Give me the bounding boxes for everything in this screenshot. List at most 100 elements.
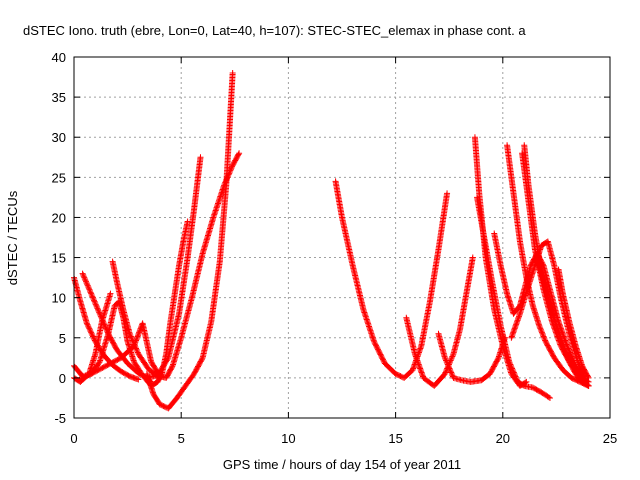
data-point: [108, 360, 115, 367]
data-point: [79, 270, 86, 277]
data-point: [127, 332, 134, 339]
data-point: [83, 320, 90, 327]
data-point: [133, 337, 140, 344]
y-tick-label: 15: [52, 251, 66, 266]
data-point: [89, 370, 96, 377]
y-axis-label: dSTEC / TECUs: [5, 190, 20, 285]
data-arc: [555, 266, 592, 381]
data-point: [523, 378, 530, 385]
data-point: [198, 356, 205, 363]
data-point: [374, 345, 381, 352]
data-point: [134, 348, 141, 355]
data-point: [540, 333, 547, 340]
data-point: [445, 364, 452, 371]
data-point: [537, 326, 544, 333]
x-tick-label: 25: [603, 431, 617, 446]
data-point: [584, 373, 591, 380]
data-point: [128, 334, 135, 341]
data-point: [77, 376, 84, 383]
data-point: [132, 340, 139, 347]
data-point: [236, 150, 243, 157]
data-point: [79, 375, 86, 382]
data-point: [158, 372, 165, 379]
data-point: [378, 354, 385, 361]
data-point: [80, 374, 87, 381]
data-point: [88, 330, 95, 337]
data-point: [444, 361, 451, 368]
data-point: [99, 364, 106, 371]
y-tick-label: 0: [59, 371, 66, 386]
data-point: [585, 374, 592, 381]
data-point: [197, 154, 204, 161]
data-point: [94, 367, 101, 374]
data-point: [93, 302, 100, 309]
data-point: [511, 372, 518, 379]
data-point: [131, 342, 138, 349]
data-point: [83, 278, 90, 285]
data-point: [127, 333, 134, 340]
data-point: [134, 349, 141, 356]
data-point: [95, 366, 102, 373]
data-point: [84, 321, 91, 328]
data-point: [88, 291, 95, 298]
data-point: [538, 328, 545, 335]
data-point: [235, 151, 242, 158]
x-tick-label: 5: [178, 431, 185, 446]
y-tick-label: 35: [52, 90, 66, 105]
x-tick-label: 15: [388, 431, 402, 446]
data-point: [86, 286, 93, 293]
data-point: [375, 347, 382, 354]
data-point: [445, 362, 452, 369]
data-point: [90, 369, 97, 376]
data-point: [379, 356, 386, 363]
data-point: [541, 336, 548, 343]
y-tick-label: 20: [52, 210, 66, 225]
data-point: [494, 356, 501, 363]
x-axis-label: GPS time / hours of day 154 of year 2011: [223, 457, 461, 472]
data-point: [89, 332, 96, 339]
data-point: [448, 354, 455, 361]
data-point: [87, 287, 94, 294]
data-point: [377, 351, 384, 358]
data-point: [520, 382, 527, 389]
data-point: [541, 334, 548, 341]
data-point: [512, 373, 519, 380]
data-point: [90, 334, 97, 341]
data-arc: [143, 70, 236, 412]
y-tick-label: -5: [54, 411, 66, 426]
data-point: [131, 341, 138, 348]
data-point: [507, 361, 514, 368]
data-point: [80, 271, 87, 278]
data-point: [80, 273, 87, 280]
data-point: [168, 364, 175, 371]
data-point: [506, 360, 513, 367]
data-point: [228, 164, 235, 171]
data-point: [447, 368, 454, 375]
data-point: [110, 358, 117, 365]
data-arc: [474, 194, 553, 401]
data-point: [84, 281, 91, 288]
data-point: [101, 363, 108, 370]
data-point: [380, 357, 387, 364]
data-point: [184, 218, 191, 225]
data-point: [91, 297, 98, 304]
data-point: [104, 362, 111, 369]
data-point: [509, 366, 516, 373]
data-point: [85, 322, 92, 329]
data-point: [513, 374, 520, 381]
data-point: [469, 254, 476, 261]
data-point: [376, 348, 383, 355]
y-tick-label: 10: [52, 291, 66, 306]
data-point: [444, 190, 451, 197]
data-point: [448, 356, 455, 363]
tick-marks: [73, 56, 611, 419]
data-point: [111, 358, 118, 365]
data-point: [89, 333, 96, 340]
data-point: [585, 382, 592, 389]
plot-frame: [73, 56, 611, 419]
data-point: [107, 290, 114, 297]
data-point: [135, 376, 142, 383]
data-point: [88, 329, 95, 336]
data-point: [449, 352, 456, 359]
data-point: [584, 381, 591, 388]
